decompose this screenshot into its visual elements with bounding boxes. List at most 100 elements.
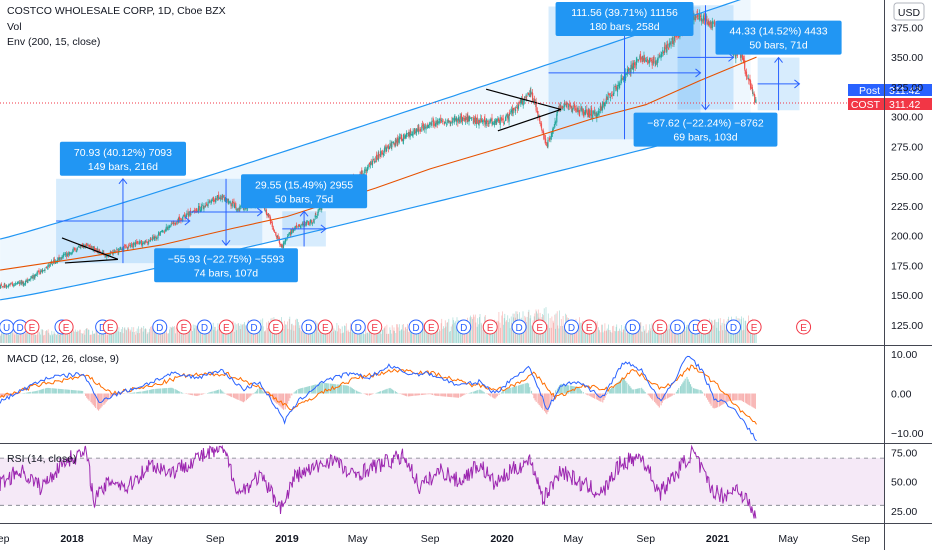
event-marker-e[interactable]: E [58, 319, 74, 335]
candle-body [566, 103, 568, 105]
candle-body [40, 270, 42, 273]
volume-bar [642, 331, 643, 343]
candle-body [563, 103, 566, 107]
volume-bar [169, 329, 170, 343]
candle-body [389, 143, 391, 148]
event-marker-e[interactable]: E [367, 319, 383, 335]
volume-bar [452, 317, 454, 343]
volume-bar [199, 324, 201, 343]
volume-bar [420, 331, 421, 343]
volume-bar [333, 328, 335, 343]
volume-bar [370, 328, 372, 343]
event-marker-e[interactable]: E [102, 319, 118, 335]
macd-histogram-bar [560, 383, 562, 394]
macd-histogram-bar [95, 393, 97, 408]
macd-histogram-bar [494, 393, 496, 399]
event-marker-d[interactable]: D [408, 319, 424, 335]
macd-histogram-bar [366, 393, 368, 395]
volume-bar [310, 327, 312, 343]
rsi-band-fill [0, 458, 884, 506]
event-marker-d[interactable]: D [152, 319, 168, 335]
candle-body [282, 242, 285, 249]
macd-histogram-bar [530, 390, 533, 394]
event-marker-d[interactable]: D [456, 319, 472, 335]
event-marker-e[interactable]: E [581, 319, 597, 335]
volume-bar [60, 328, 61, 343]
candle-body [651, 59, 653, 62]
event-marker-letter: D [460, 323, 467, 334]
event-marker-d[interactable]: D [564, 319, 580, 335]
volume-bar [527, 311, 529, 343]
macd-histogram-bar [457, 393, 460, 398]
macd-histogram-bar [516, 385, 518, 394]
candle-body [620, 79, 622, 84]
volume-bar [225, 331, 226, 343]
macd-histogram-bar [721, 393, 723, 406]
candle-body [537, 115, 540, 117]
event-marker-e[interactable]: E [176, 319, 192, 335]
volume-bar [16, 329, 17, 343]
event-marker-d[interactable]: D [301, 319, 317, 335]
volume-bar [478, 324, 480, 343]
volume-bar [682, 324, 683, 343]
event-marker-d[interactable]: D [12, 319, 28, 335]
event-marker-e[interactable]: E [652, 319, 668, 335]
macd-histogram-bar [263, 392, 265, 394]
candle-body [560, 105, 562, 108]
macd-histogram-bar [101, 393, 103, 407]
volume-bar [166, 329, 167, 343]
macd-histogram-bar [60, 389, 62, 394]
event-marker-e[interactable]: E [482, 319, 498, 335]
volume-bar [480, 322, 482, 343]
event-marker-e[interactable]: E [796, 319, 812, 335]
event-marker-d[interactable]: D [725, 319, 741, 335]
macd-histogram-bar [59, 388, 61, 394]
price-tick-label: 375.00 [891, 22, 923, 34]
candle-body [482, 119, 484, 123]
event-marker-u[interactable]: U [0, 319, 15, 335]
candle-body [61, 256, 63, 259]
volume-bar [260, 319, 262, 343]
candle-body [412, 130, 414, 136]
event-marker-letter: E [586, 323, 593, 334]
volume-bar [167, 333, 169, 343]
volume-bar [2, 333, 4, 343]
event-marker-e[interactable]: E [423, 319, 439, 335]
macd-histogram-bar [38, 390, 40, 394]
currency-button[interactable]: USD [893, 2, 925, 21]
volume-bar [171, 327, 172, 343]
event-marker-d[interactable]: D [197, 319, 213, 335]
event-marker-d[interactable]: D [670, 319, 686, 335]
event-marker-e[interactable]: E [317, 319, 333, 335]
event-marker-e[interactable]: E [746, 319, 762, 335]
macd-histogram-bar [459, 393, 461, 398]
volume-bar [123, 328, 125, 343]
measure-label-line2: 74 bars, 107d [194, 267, 258, 279]
event-marker-d[interactable]: D [246, 319, 262, 335]
event-marker-d[interactable]: D [625, 319, 641, 335]
macd-histogram-bar [308, 386, 310, 394]
macd-histogram-bar [406, 393, 408, 397]
event-marker-d[interactable]: D [350, 319, 366, 335]
volume-bar [622, 329, 624, 343]
event-marker-e[interactable]: E [24, 319, 40, 335]
candle-body [649, 57, 651, 62]
volume-bar [23, 332, 25, 343]
candle-body [602, 102, 604, 108]
candle-body [617, 84, 619, 87]
event-marker-e[interactable]: E [268, 319, 284, 335]
macd-histogram-bar [591, 393, 593, 398]
event-marker-d[interactable]: D [511, 319, 527, 335]
volume-bar [681, 328, 683, 343]
event-marker-e[interactable]: E [218, 319, 234, 335]
candle-body [489, 120, 491, 123]
volume-bar [443, 326, 444, 343]
macd-histogram-bar [209, 392, 211, 394]
volume-bar [21, 333, 23, 343]
volume-bar [102, 333, 104, 343]
macd-histogram-bar [40, 389, 42, 394]
event-marker-e[interactable]: E [532, 319, 548, 335]
event-marker-e[interactable]: E [697, 319, 713, 335]
candle-body [387, 145, 389, 149]
volume-bar [133, 332, 135, 343]
